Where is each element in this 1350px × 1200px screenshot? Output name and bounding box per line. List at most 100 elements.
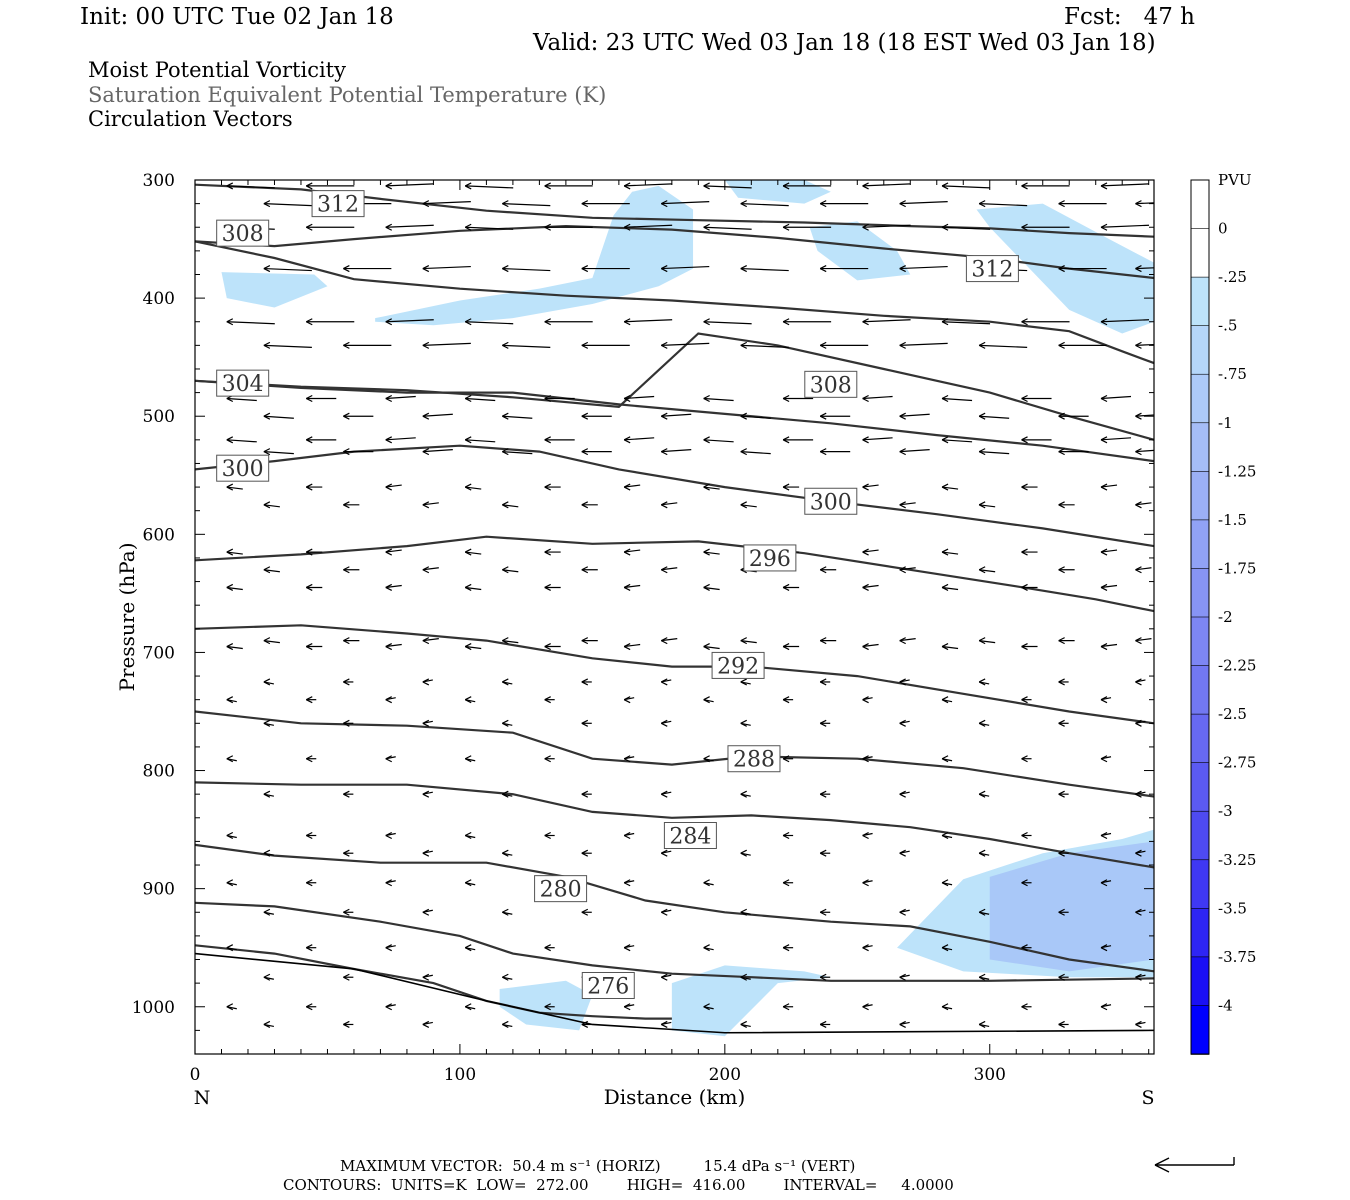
vector-shaft	[703, 397, 734, 402]
vector-head	[623, 642, 631, 651]
vector-head	[740, 908, 747, 916]
vector-head	[941, 642, 949, 651]
vector-shaft	[465, 321, 514, 325]
vector-arrow	[1135, 849, 1146, 857]
vector-arrow	[862, 696, 873, 704]
vector-head	[502, 341, 509, 349]
vector-shaft	[1135, 449, 1154, 453]
vector-shaft	[862, 584, 879, 589]
vector-head	[226, 548, 234, 556]
vector-arrow	[899, 1020, 910, 1029]
vector-head	[385, 223, 393, 231]
contour-label-box	[965, 255, 1019, 283]
vector-arrow	[343, 1020, 354, 1029]
colorbar-swatch	[1190, 373, 1210, 424]
colorbar-swatch	[1190, 422, 1210, 473]
vector-head	[941, 755, 949, 763]
vector-arrow	[385, 318, 434, 326]
vector-arrow	[1058, 973, 1069, 981]
vector-head	[862, 696, 869, 704]
vector-arrow	[1021, 182, 1070, 190]
vector-shaft	[1135, 502, 1152, 506]
vector-shaft	[226, 551, 243, 555]
vector-head	[782, 879, 790, 887]
vector-arrow	[464, 696, 476, 704]
vector-arrow	[782, 394, 814, 403]
vector-arrow	[862, 642, 879, 651]
y-tick-label: 1000	[132, 998, 175, 1018]
vector-shaft	[862, 224, 911, 228]
vector-arrow	[544, 944, 555, 952]
vector-head	[422, 448, 430, 456]
vector-head	[581, 412, 589, 420]
vector-shaft	[899, 567, 916, 571]
vector-shaft	[942, 321, 991, 325]
vector-head	[1135, 341, 1142, 349]
vector-head	[502, 501, 509, 509]
vector-head	[1021, 583, 1028, 592]
vector-head	[740, 1020, 747, 1029]
vector-arrow	[862, 436, 893, 444]
vector-shaft	[226, 321, 275, 325]
vector-head	[819, 678, 827, 686]
vector-arrow	[1135, 678, 1146, 686]
vector-shaft	[624, 183, 673, 187]
vector-shaft	[1135, 638, 1152, 642]
vector-head	[1021, 831, 1028, 840]
vector-arrow	[385, 879, 396, 887]
vector-shaft	[226, 185, 275, 189]
contour-info: CONTOURS: UNITS=K LOW= 272.00 HIGH= 416.…	[283, 1176, 954, 1194]
contour-label: 312	[971, 258, 1013, 283]
vector-arrow	[703, 642, 720, 651]
vector-arrow	[464, 436, 496, 444]
contour-label-box	[804, 370, 858, 398]
vector-head	[226, 436, 234, 444]
vector-head	[422, 678, 430, 686]
vector-head	[1100, 642, 1108, 651]
vector-arrow	[941, 696, 953, 704]
vector-arrow	[1058, 790, 1069, 798]
contour-label-box	[311, 190, 365, 218]
vector-arrow	[226, 182, 275, 190]
vector-shaft	[422, 201, 471, 205]
vector-head	[385, 182, 393, 190]
vector-head	[544, 696, 551, 704]
vector-arrow	[782, 223, 832, 231]
colorbar-label: -.25	[1218, 268, 1247, 286]
vector-shaft	[703, 645, 720, 650]
vector-arrow	[623, 483, 641, 491]
vector-shaft	[465, 185, 514, 189]
vector-arrow	[1100, 642, 1118, 651]
vector-shaft	[385, 395, 416, 400]
vector-head	[343, 1020, 350, 1029]
vector-arrow	[703, 548, 720, 556]
vector-arrow	[819, 678, 831, 686]
vector-arrow	[263, 790, 274, 798]
vector-head	[464, 318, 472, 326]
vector-head	[464, 879, 472, 887]
vector-head	[740, 637, 747, 645]
vector-head	[464, 642, 472, 651]
pv-region-6	[989, 841, 1154, 972]
vector-head	[899, 719, 906, 727]
contour-label: 300	[222, 457, 264, 482]
x-axis-label: Distance (km)	[604, 1085, 746, 1109]
vector-arrow	[422, 637, 439, 645]
vector-shaft	[862, 183, 911, 187]
vector-arrow	[502, 849, 513, 857]
vector-arrow	[226, 944, 237, 952]
vector-arrow	[1135, 200, 1154, 208]
vector-head	[899, 678, 906, 686]
vector-head	[343, 341, 350, 349]
vector-arrow	[1135, 637, 1152, 645]
vector-arrow	[740, 501, 757, 509]
vector-head	[623, 318, 631, 326]
vector-arrow	[978, 637, 996, 645]
vector-shaft	[385, 643, 402, 648]
y-axis-label: Pressure (hPa)	[115, 543, 139, 692]
vector-head	[226, 583, 234, 592]
vector-arrow	[581, 412, 612, 420]
vector-head	[464, 755, 472, 763]
vector-head	[660, 412, 668, 420]
vector-head	[941, 1003, 949, 1011]
